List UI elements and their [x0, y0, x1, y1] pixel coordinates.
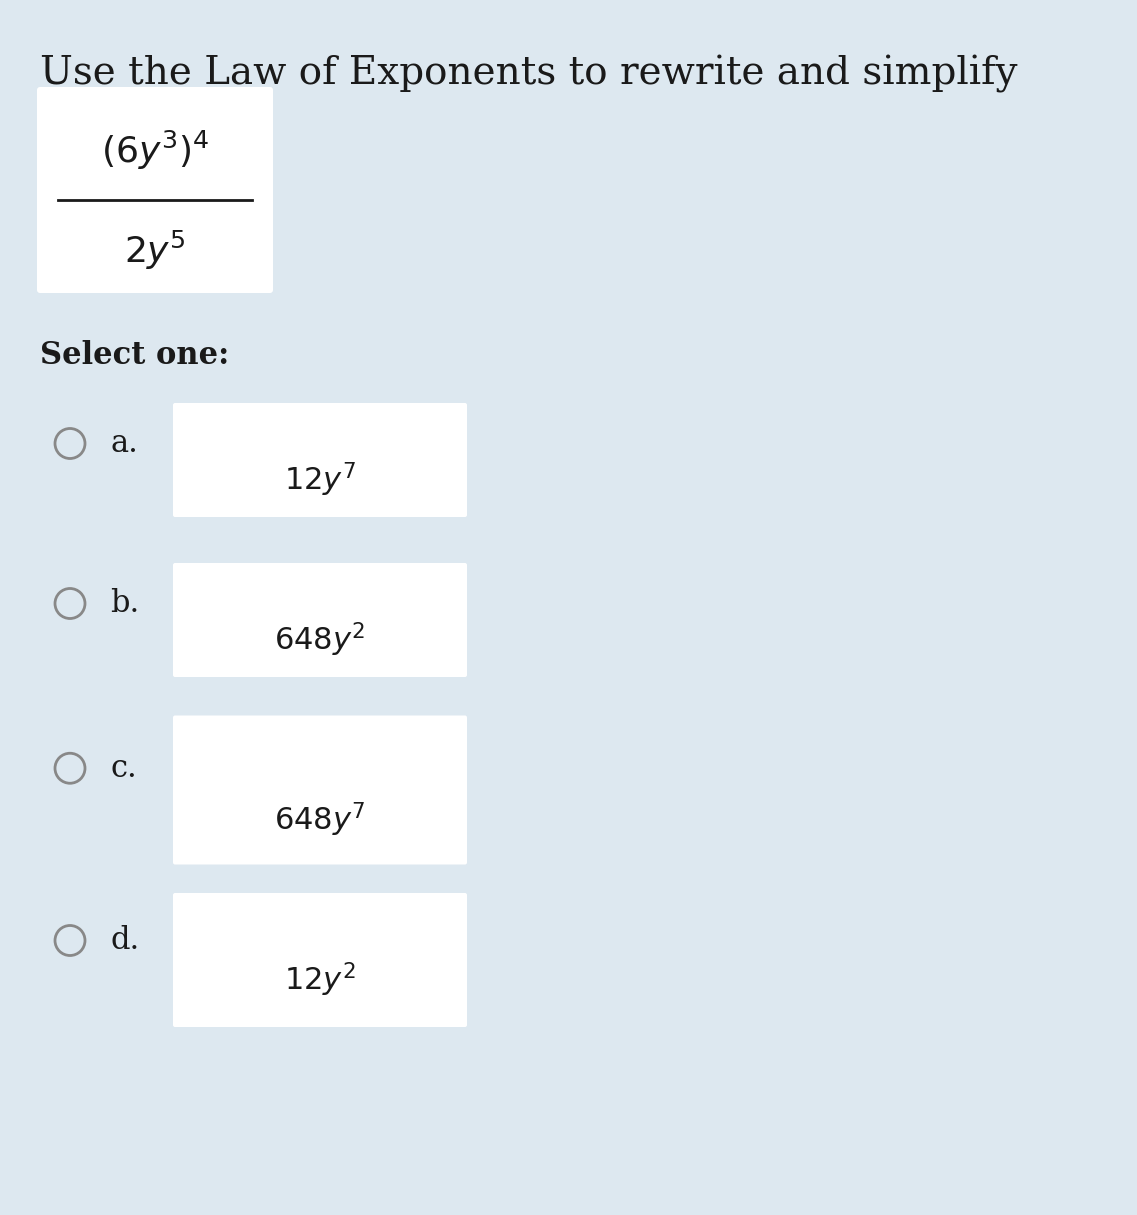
FancyBboxPatch shape	[173, 716, 467, 865]
Text: Select one:: Select one:	[40, 340, 230, 371]
Circle shape	[55, 753, 85, 784]
Text: $648y^7$: $648y^7$	[274, 801, 366, 840]
Circle shape	[55, 926, 85, 955]
Text: a.: a.	[110, 428, 138, 459]
FancyBboxPatch shape	[38, 87, 273, 293]
FancyBboxPatch shape	[173, 563, 467, 677]
Text: b.: b.	[110, 588, 139, 618]
Text: $648y^2$: $648y^2$	[274, 621, 366, 660]
Text: $12y^2$: $12y^2$	[284, 961, 356, 999]
FancyBboxPatch shape	[173, 403, 467, 518]
Circle shape	[55, 588, 85, 618]
Text: c.: c.	[110, 753, 136, 784]
Text: $12y^7$: $12y^7$	[284, 460, 356, 499]
Text: $(6y^3)^4$: $(6y^3)^4$	[101, 129, 209, 171]
Text: Use the Law of Exponents to rewrite and simplify: Use the Law of Exponents to rewrite and …	[40, 55, 1018, 94]
Circle shape	[55, 429, 85, 458]
Text: d.: d.	[110, 925, 139, 956]
FancyBboxPatch shape	[173, 893, 467, 1027]
Text: $2y^5$: $2y^5$	[124, 228, 186, 272]
